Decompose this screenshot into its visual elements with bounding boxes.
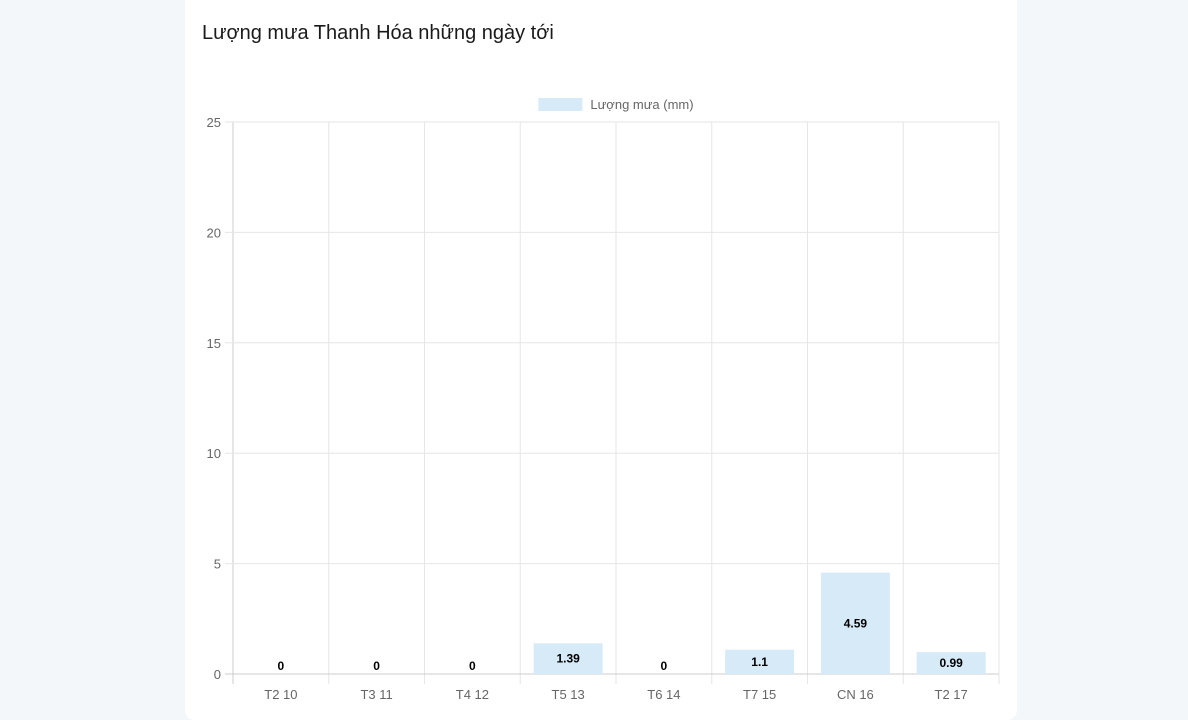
data-label: 4.59	[844, 616, 868, 630]
chart-card-title: Lượng mưa Thanh Hóa những ngày tới	[202, 22, 554, 44]
x-tick-label: T5 13	[552, 687, 585, 702]
bar-t5-13[interactable]	[533, 643, 603, 674]
data-label: 0	[469, 659, 476, 673]
y-tick-label: 10	[207, 446, 221, 461]
x-tick-label: T6 14	[647, 687, 680, 702]
vertical-gridlines	[232, 122, 1000, 684]
y-tick-label: 20	[207, 225, 221, 240]
bar-t2-17[interactable]	[916, 652, 986, 674]
bar-cn-16[interactable]	[820, 572, 890, 674]
chart-card: Lượng mưa Thanh Hóa những ngày tới 0 5 10 1…	[185, 0, 1017, 720]
bars	[533, 572, 986, 674]
bar-t7-15[interactable]	[725, 649, 795, 674]
x-axis-ticks: T2 10 T3 11 T4 12 T5 13 T6 14 T7 15 CN 16 T2 17	[264, 687, 968, 702]
y-tick-label: 15	[207, 336, 221, 351]
x-tick-label: T3 11	[360, 687, 392, 702]
y-tick-label: 0	[214, 667, 221, 682]
y-tick-label: 25	[207, 115, 221, 130]
rainfall-bar-chart: 0 5 10 15 20 25 T2 10 T3 11 T4 12 T5 13 T6 14 T7 1…	[207, 97, 1000, 702]
data-label: 0	[278, 659, 285, 673]
legend[interactable]: Lượng mưa (mm)	[538, 97, 694, 112]
data-label: 1.1	[751, 655, 768, 669]
x-tick-label: T4 12	[456, 687, 489, 702]
x-tick-label: T2 17	[935, 687, 968, 702]
data-labels: 0 0 0 1.39 0 1.1 4.59 0.99	[278, 616, 964, 673]
x-tick-label: T2 10	[264, 687, 297, 702]
y-tick-label: 5	[214, 557, 221, 572]
x-tick-label: CN 16	[837, 687, 874, 702]
y-axis-ticks: 0 5 10 15 20 25	[207, 115, 221, 682]
data-label: 0.99	[939, 656, 963, 670]
x-tick-label: T7 15	[743, 687, 776, 702]
horizontal-gridlines	[225, 121, 999, 675]
legend-swatch	[538, 98, 583, 111]
legend-label: Lượng mưa (mm)	[590, 97, 693, 112]
data-label: 0	[373, 659, 380, 673]
data-label: 1.39	[556, 652, 580, 666]
data-label: 0	[661, 659, 668, 673]
